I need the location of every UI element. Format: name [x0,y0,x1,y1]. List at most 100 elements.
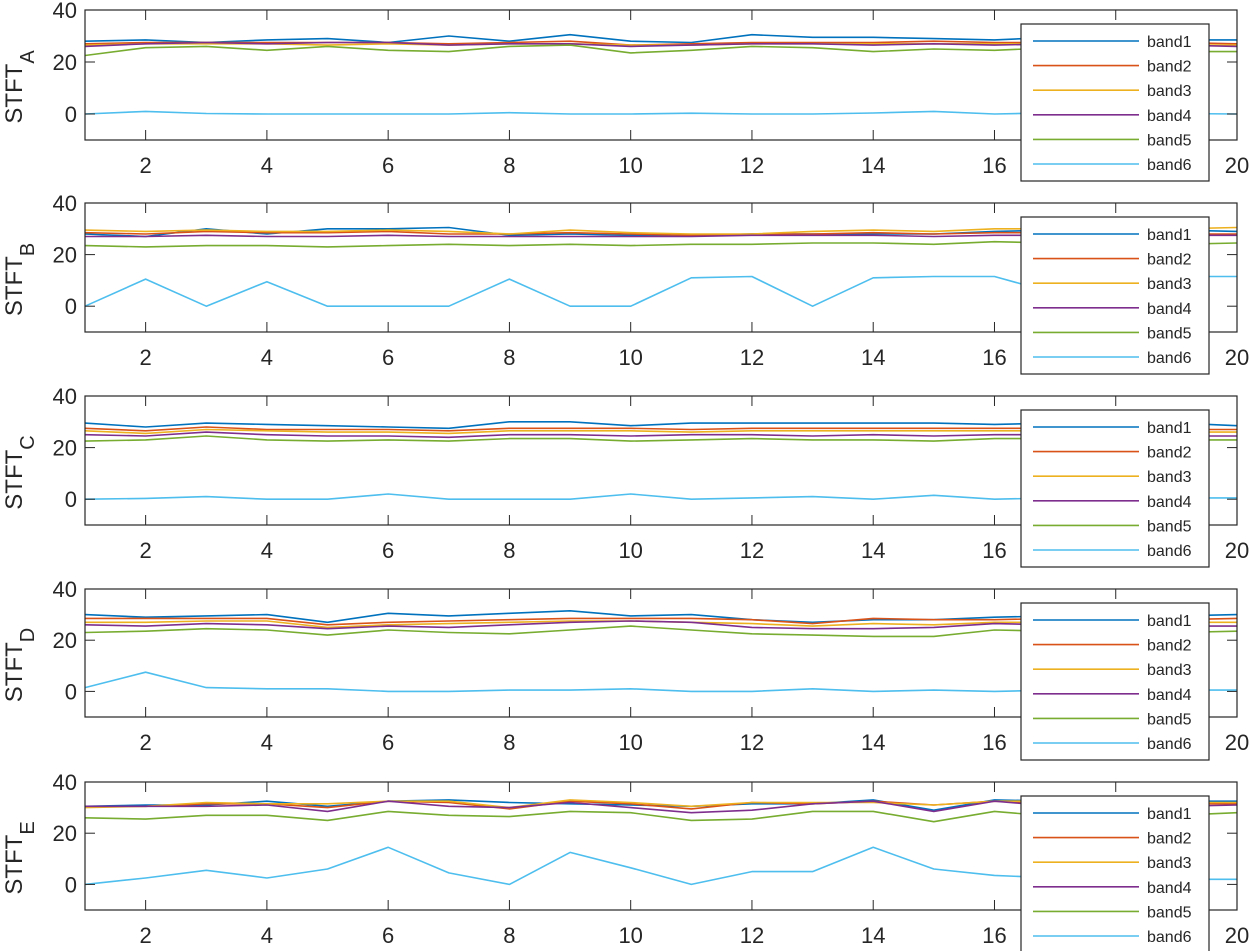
legend-entry-band1: band1 [1147,806,1192,823]
x-tick-label: 16 [982,153,1006,178]
x-tick-label: 8 [503,538,515,563]
x-tick-label: 10 [618,923,642,948]
legend-entry-band1: band1 [1147,227,1192,244]
x-tick-label: 10 [618,153,642,178]
x-tick-label: 20 [1225,153,1249,178]
y-tick-label: 0 [65,679,77,704]
x-tick-label: 10 [618,730,642,755]
x-tick-label: 14 [861,153,885,178]
legend-entry-band2: band2 [1147,252,1192,269]
plot-frame [84,781,1238,911]
x-tick-label: 6 [382,153,394,178]
x-tick-label: 14 [861,730,885,755]
y-axis-label: STFTC [1,435,39,509]
legend-entry-band3: band3 [1147,276,1192,293]
plot-frame [84,202,1238,333]
y-axis-label-main: STFT [1,63,28,123]
x-tick-label: 2 [140,730,152,755]
x-tick-label: 20 [1225,730,1249,755]
legend: band1 band2 band3 band4 band5 band6 [1020,23,1210,182]
y-tick-label: 0 [65,294,77,319]
legend-entry-band2: band2 [1147,445,1192,462]
y-tick-label: 0 [65,872,77,897]
x-tick-label: 12 [740,345,764,370]
x-tick-label: 14 [861,923,885,948]
legend-box [1020,23,1210,182]
x-tick-label: 4 [261,730,273,755]
legend-entry-band2: band2 [1147,59,1192,76]
y-axis-label-main: STFT [1,256,28,316]
x-tick-label: 2 [140,923,152,948]
legend-entry-band5: band5 [1147,132,1192,149]
legend-box [1020,216,1210,375]
plot-frame [84,588,1238,718]
legend-entry-band1: band1 [1147,34,1192,51]
y-axis-label-sub: C [17,435,39,449]
legend-entry-band2: band2 [1147,638,1192,655]
x-tick-label: 8 [503,730,515,755]
y-tick-label: 40 [53,577,77,602]
x-tick-label: 12 [740,730,764,755]
y-axis-label-sub: B [17,243,39,256]
y-axis-label-main: STFT [1,449,28,509]
x-tick-label: 4 [261,538,273,563]
x-tick-label: 16 [982,923,1006,948]
legend-entry-band2: band2 [1147,831,1192,848]
legend-entry-band4: band4 [1147,880,1192,897]
legend-entry-band5: band5 [1147,711,1192,728]
y-tick-label: 40 [53,0,77,23]
y-tick-label: 40 [53,191,77,216]
x-tick-label: 6 [382,538,394,563]
y-axis-label: STFTE [1,821,39,894]
x-tick-label: 10 [618,345,642,370]
legend-entry-band6: band6 [1147,157,1192,174]
x-tick-label: 2 [140,538,152,563]
y-axis-label-main: STFT [1,642,28,702]
legend-box [1020,602,1210,761]
x-tick-label: 6 [382,730,394,755]
x-tick-label: 2 [140,153,152,178]
legend-entry-band6: band6 [1147,929,1192,946]
legend-entry-band6: band6 [1147,350,1192,367]
y-tick-label: 20 [53,243,77,268]
x-tick-label: 12 [740,923,764,948]
x-tick-label: 16 [982,345,1006,370]
y-tick-label: 0 [65,487,77,512]
x-tick-label: 10 [618,538,642,563]
x-tick-label: 20 [1225,345,1249,370]
y-axis-label-sub: A [17,50,39,64]
x-tick-label: 8 [503,923,515,948]
x-tick-label: 14 [861,345,885,370]
legend: band1 band2 band3 band4 band5 band6 [1020,602,1210,761]
x-tick-label: 20 [1225,923,1249,948]
legend-entry-band6: band6 [1147,736,1192,753]
legend-entry-band6: band6 [1147,543,1192,560]
y-axis-label-main: STFT [1,834,28,894]
x-tick-label: 16 [982,538,1006,563]
chart-panel-b: 246810121416182002040STFTBband1band2band… [1,191,1249,375]
y-axis-label: STFTB [1,243,39,316]
x-tick-label: 20 [1225,538,1249,563]
plot-frame [84,395,1238,526]
legend-entry-band3: band3 [1147,469,1192,486]
y-tick-label: 20 [53,50,77,75]
y-tick-label: 40 [53,384,77,409]
legend: band1 band2 band3 band4 band5 band6 [1020,216,1210,375]
y-axis-label-sub: E [17,821,39,834]
chart-panel-e: 246810121416182002040STFTEband1band2band… [1,770,1249,951]
legend-entry-band5: band5 [1147,518,1192,535]
y-tick-label: 40 [53,770,77,795]
y-axis-label-sub: D [17,628,39,642]
x-tick-label: 4 [261,345,273,370]
x-tick-label: 12 [740,538,764,563]
chart-panel-c: 246810121416182002040STFTCband1band2band… [1,384,1249,568]
legend-entry-band4: band4 [1147,301,1192,318]
legend-entry-band4: band4 [1147,108,1192,125]
x-tick-label: 8 [503,345,515,370]
x-tick-label: 16 [982,730,1006,755]
y-axis-label: STFTA [1,50,39,124]
legend-entry-band5: band5 [1147,325,1192,342]
legend-box [1020,795,1210,951]
y-tick-label: 20 [53,821,77,846]
